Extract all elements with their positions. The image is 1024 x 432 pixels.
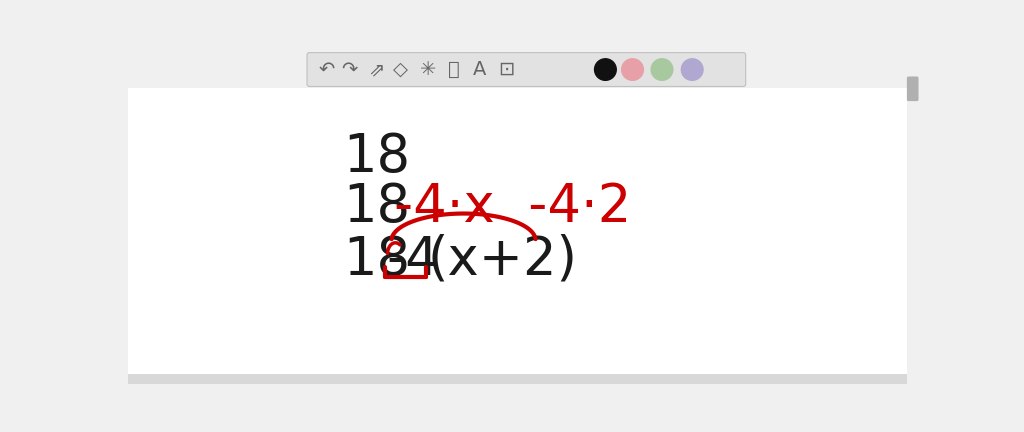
Circle shape <box>622 59 643 80</box>
Circle shape <box>595 59 616 80</box>
Text: ✳: ✳ <box>420 60 436 79</box>
FancyBboxPatch shape <box>907 76 919 101</box>
Text: -4·x  -4·2: -4·x -4·2 <box>394 181 631 233</box>
FancyBboxPatch shape <box>307 53 745 86</box>
Circle shape <box>651 59 673 80</box>
Text: 18: 18 <box>343 131 411 183</box>
Text: A: A <box>472 60 485 79</box>
Bar <box>907 88 922 374</box>
Text: ⟋: ⟋ <box>449 60 460 79</box>
Text: ⊡: ⊡ <box>498 60 514 79</box>
Bar <box>128 374 907 384</box>
Bar <box>128 88 907 384</box>
Text: 18: 18 <box>343 234 411 286</box>
Text: 18: 18 <box>343 181 411 233</box>
Text: (x+2): (x+2) <box>427 234 578 286</box>
Text: ⇗: ⇗ <box>368 60 384 79</box>
Text: ◇: ◇ <box>393 60 409 79</box>
Text: ↷: ↷ <box>341 60 357 79</box>
Text: -4: -4 <box>386 234 439 286</box>
Text: ↶: ↶ <box>318 60 335 79</box>
Circle shape <box>681 59 703 80</box>
